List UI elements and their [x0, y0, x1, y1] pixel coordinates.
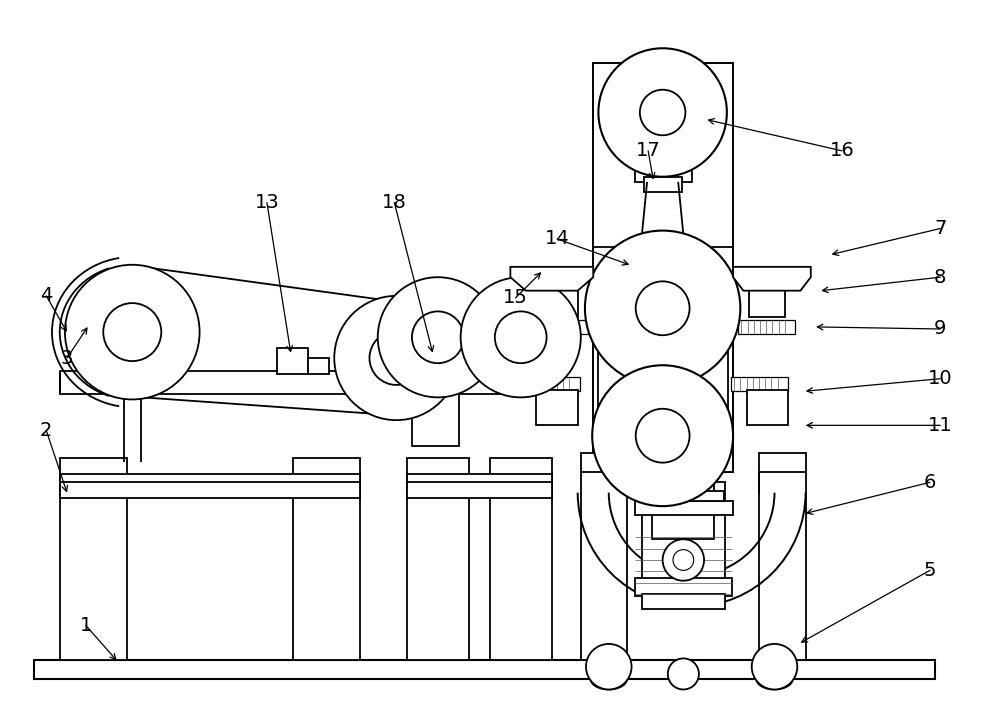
- Text: 8: 8: [934, 268, 946, 286]
- Bar: [541, 288, 578, 316]
- Bar: [490, 458, 552, 660]
- Bar: [642, 483, 725, 596]
- Circle shape: [412, 311, 464, 363]
- Bar: [757, 659, 793, 674]
- Bar: [407, 372, 552, 395]
- Circle shape: [668, 659, 699, 690]
- Text: 11: 11: [928, 416, 953, 435]
- Bar: [749, 288, 785, 316]
- Bar: [293, 458, 360, 660]
- Bar: [747, 390, 788, 425]
- Circle shape: [495, 311, 547, 363]
- Circle shape: [752, 644, 797, 690]
- Bar: [407, 458, 469, 660]
- Circle shape: [636, 281, 690, 335]
- Bar: [60, 372, 417, 395]
- Circle shape: [103, 303, 161, 361]
- Bar: [523, 377, 580, 391]
- Text: 7: 7: [934, 219, 946, 238]
- Bar: [738, 319, 795, 334]
- Bar: [536, 390, 578, 425]
- Bar: [635, 130, 692, 182]
- Text: 13: 13: [255, 193, 279, 212]
- Bar: [277, 348, 308, 374]
- Bar: [635, 501, 733, 516]
- Text: 17: 17: [636, 141, 661, 160]
- Circle shape: [636, 409, 690, 463]
- Bar: [407, 475, 552, 498]
- Circle shape: [586, 644, 632, 690]
- Bar: [759, 453, 806, 660]
- Circle shape: [592, 365, 733, 506]
- Bar: [308, 358, 329, 374]
- Text: 18: 18: [382, 193, 407, 212]
- Circle shape: [663, 539, 704, 581]
- Text: 3: 3: [61, 349, 73, 367]
- Bar: [635, 578, 732, 596]
- Bar: [593, 63, 733, 472]
- Circle shape: [65, 265, 200, 400]
- Bar: [531, 319, 588, 334]
- Polygon shape: [510, 267, 593, 291]
- Text: 14: 14: [545, 229, 569, 248]
- Bar: [644, 490, 724, 501]
- Text: 1: 1: [79, 616, 92, 635]
- Circle shape: [461, 277, 581, 397]
- Bar: [407, 474, 552, 483]
- Bar: [60, 474, 360, 483]
- Text: 4: 4: [40, 286, 52, 305]
- Circle shape: [640, 90, 685, 135]
- Bar: [591, 659, 627, 674]
- Circle shape: [334, 296, 459, 420]
- Circle shape: [369, 331, 423, 385]
- Bar: [581, 453, 627, 660]
- Bar: [642, 594, 725, 609]
- Text: 10: 10: [928, 369, 953, 388]
- Bar: [60, 458, 127, 660]
- Bar: [412, 332, 459, 446]
- Text: 2: 2: [40, 421, 52, 440]
- Text: 9: 9: [934, 319, 946, 339]
- Bar: [644, 177, 682, 193]
- Bar: [60, 475, 360, 498]
- Bar: [34, 660, 935, 679]
- Text: 15: 15: [503, 289, 528, 307]
- Text: 6: 6: [924, 473, 936, 492]
- Text: 16: 16: [829, 141, 854, 160]
- Circle shape: [673, 550, 694, 571]
- Polygon shape: [733, 267, 811, 291]
- Bar: [731, 377, 788, 391]
- Text: 5: 5: [924, 561, 936, 580]
- Circle shape: [598, 48, 727, 177]
- Bar: [671, 667, 696, 679]
- Circle shape: [378, 277, 498, 397]
- Bar: [652, 483, 714, 539]
- Circle shape: [585, 231, 740, 386]
